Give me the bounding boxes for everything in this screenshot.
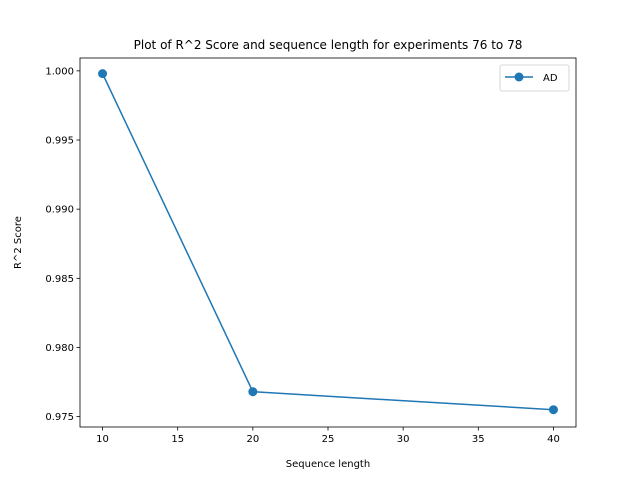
y-tick-label: 1.000 <box>45 66 74 77</box>
y-axis-label: R^2 Score <box>13 216 24 269</box>
data-point <box>248 387 258 397</box>
y-tick-label: 0.995 <box>45 136 74 147</box>
y-tick-label: 0.990 <box>45 205 74 216</box>
x-tick-label: 40 <box>547 434 560 445</box>
data-point <box>548 405 558 415</box>
data-point <box>98 69 108 79</box>
x-tick-label: 10 <box>96 434 109 445</box>
x-axis-label: Sequence length <box>286 459 370 470</box>
x-axis: 10 15 20 25 30 35 40 <box>96 427 560 445</box>
x-tick-label: 20 <box>246 434 259 445</box>
legend-marker <box>514 72 524 82</box>
x-tick-label: 35 <box>472 434 485 445</box>
x-tick-label: 25 <box>322 434 335 445</box>
legend-box <box>499 64 570 92</box>
legend: AD <box>499 64 570 92</box>
y-tick-label: 0.980 <box>45 343 74 354</box>
plot-area <box>80 58 576 427</box>
y-tick-label: 0.975 <box>45 412 74 423</box>
chart-title: Plot of R^2 Score and sequence length fo… <box>134 38 523 52</box>
series-layer <box>98 69 558 415</box>
x-tick-label: 15 <box>171 434 184 445</box>
plot-frame <box>79 57 577 428</box>
y-axis: 0.975 0.980 0.985 0.990 0.995 1.000 <box>45 66 80 423</box>
x-tick-label: 30 <box>397 434 410 445</box>
y-tick-label: 0.985 <box>45 274 74 285</box>
legend-label: AD <box>543 73 558 84</box>
